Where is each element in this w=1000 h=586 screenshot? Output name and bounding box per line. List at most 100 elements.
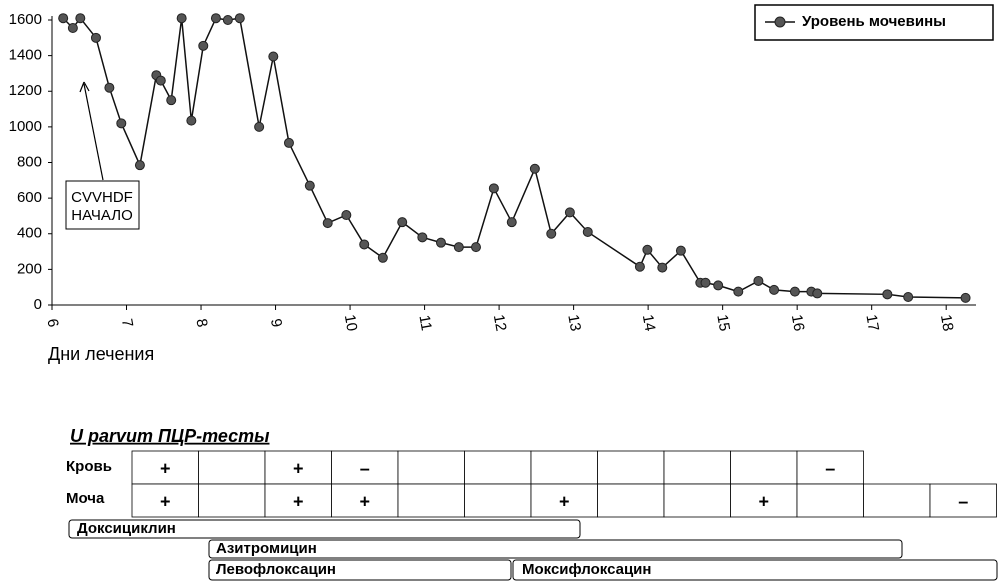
cell-value: –	[825, 458, 835, 478]
cell-value: +	[359, 491, 370, 511]
data-point	[882, 289, 893, 300]
cell-value: –	[360, 458, 370, 478]
cell-value: +	[160, 491, 171, 511]
x-tick-label: 15	[713, 313, 733, 332]
legend-marker	[774, 16, 786, 28]
data-point	[397, 217, 408, 228]
data-point	[506, 217, 517, 228]
data-point	[700, 277, 711, 288]
x-axis-label: Дни лечения	[48, 344, 154, 364]
annotation-box	[65, 180, 140, 230]
x-tick-label: 9	[267, 317, 285, 328]
x-tick-label: 11	[415, 314, 434, 332]
drug-bar	[208, 559, 512, 581]
table-cell	[397, 483, 465, 518]
data-point	[341, 210, 352, 221]
cell-value: +	[293, 458, 304, 478]
data-point	[75, 13, 86, 24]
y-tick-label: 1600	[9, 11, 42, 28]
data-point	[529, 163, 540, 174]
data-point	[657, 262, 668, 273]
data-point	[359, 239, 370, 250]
data-point	[634, 261, 645, 272]
data-point	[564, 207, 575, 218]
annotation-arrow	[83, 83, 104, 181]
table-cell	[863, 483, 931, 518]
table-cell	[464, 450, 532, 485]
x-tick-label: 12	[490, 313, 510, 332]
data-point	[198, 40, 209, 51]
data-point	[789, 286, 800, 297]
data-point	[453, 242, 464, 253]
data-point	[417, 232, 428, 243]
table-cell	[331, 483, 399, 518]
y-tick-label: 1000	[9, 118, 42, 135]
table-cell	[929, 483, 997, 518]
table-cell	[464, 483, 532, 518]
drug-bar	[208, 539, 903, 559]
data-point	[377, 252, 388, 263]
table-cell	[264, 483, 332, 518]
table-cell	[663, 483, 731, 518]
annotation-text: CVVHDF	[71, 189, 133, 206]
drug-label: Доксициклин	[77, 520, 176, 537]
table-cell	[198, 450, 266, 485]
drug-label: Моксифлоксацин	[522, 561, 651, 578]
data-point	[234, 13, 245, 24]
series-line	[62, 16, 966, 299]
data-point	[488, 183, 499, 194]
data-point	[713, 280, 724, 291]
x-tick-label: 10	[341, 313, 361, 332]
cell-value: –	[958, 491, 968, 511]
table-cell	[730, 450, 798, 485]
drug-bar	[512, 559, 998, 581]
row-label: Моча	[66, 490, 105, 507]
data-point	[642, 244, 653, 255]
y-tick-label: 600	[17, 189, 42, 206]
x-tick-label: 13	[564, 313, 584, 332]
table-cell	[796, 483, 864, 518]
x-tick-label: 8	[192, 317, 210, 328]
annotation-text: НАЧАЛО	[71, 207, 133, 224]
x-tick-label: 7	[118, 317, 136, 328]
table-cell	[397, 450, 465, 485]
data-point	[155, 75, 166, 86]
data-point	[254, 121, 265, 132]
cell-value: +	[293, 491, 304, 511]
y-tick-label: 400	[17, 225, 42, 242]
data-point	[304, 180, 315, 191]
data-point	[675, 245, 686, 256]
drug-bar	[68, 519, 581, 539]
x-tick-label: 6	[43, 317, 61, 328]
data-point	[435, 237, 446, 248]
data-point	[322, 218, 333, 229]
arrow-head	[79, 81, 90, 93]
y-tick-label: 800	[17, 153, 42, 170]
data-point	[546, 228, 557, 239]
y-tick-label: 1200	[9, 82, 42, 99]
data-point	[166, 95, 177, 106]
data-point	[210, 13, 221, 24]
y-tick-label: 200	[17, 260, 42, 277]
table-title: U parvum ПЦР-тесты	[70, 426, 270, 446]
data-point	[582, 226, 593, 237]
cell-value: +	[758, 491, 769, 511]
table-cell	[597, 483, 665, 518]
table-cell	[264, 450, 332, 485]
data-point	[134, 160, 145, 171]
table-cell	[198, 483, 266, 518]
cell-value: +	[160, 458, 171, 478]
data-point	[58, 13, 69, 24]
table-cell	[663, 450, 731, 485]
table-cell	[530, 483, 598, 518]
data-point	[176, 13, 187, 24]
table-cell	[530, 450, 598, 485]
y-tick-label: 0	[34, 296, 42, 313]
data-point	[90, 32, 101, 43]
data-point	[753, 275, 764, 286]
data-point	[812, 288, 823, 299]
table-cell	[597, 450, 665, 485]
x-tick-label: 18	[937, 313, 957, 332]
table-cell	[796, 450, 864, 485]
